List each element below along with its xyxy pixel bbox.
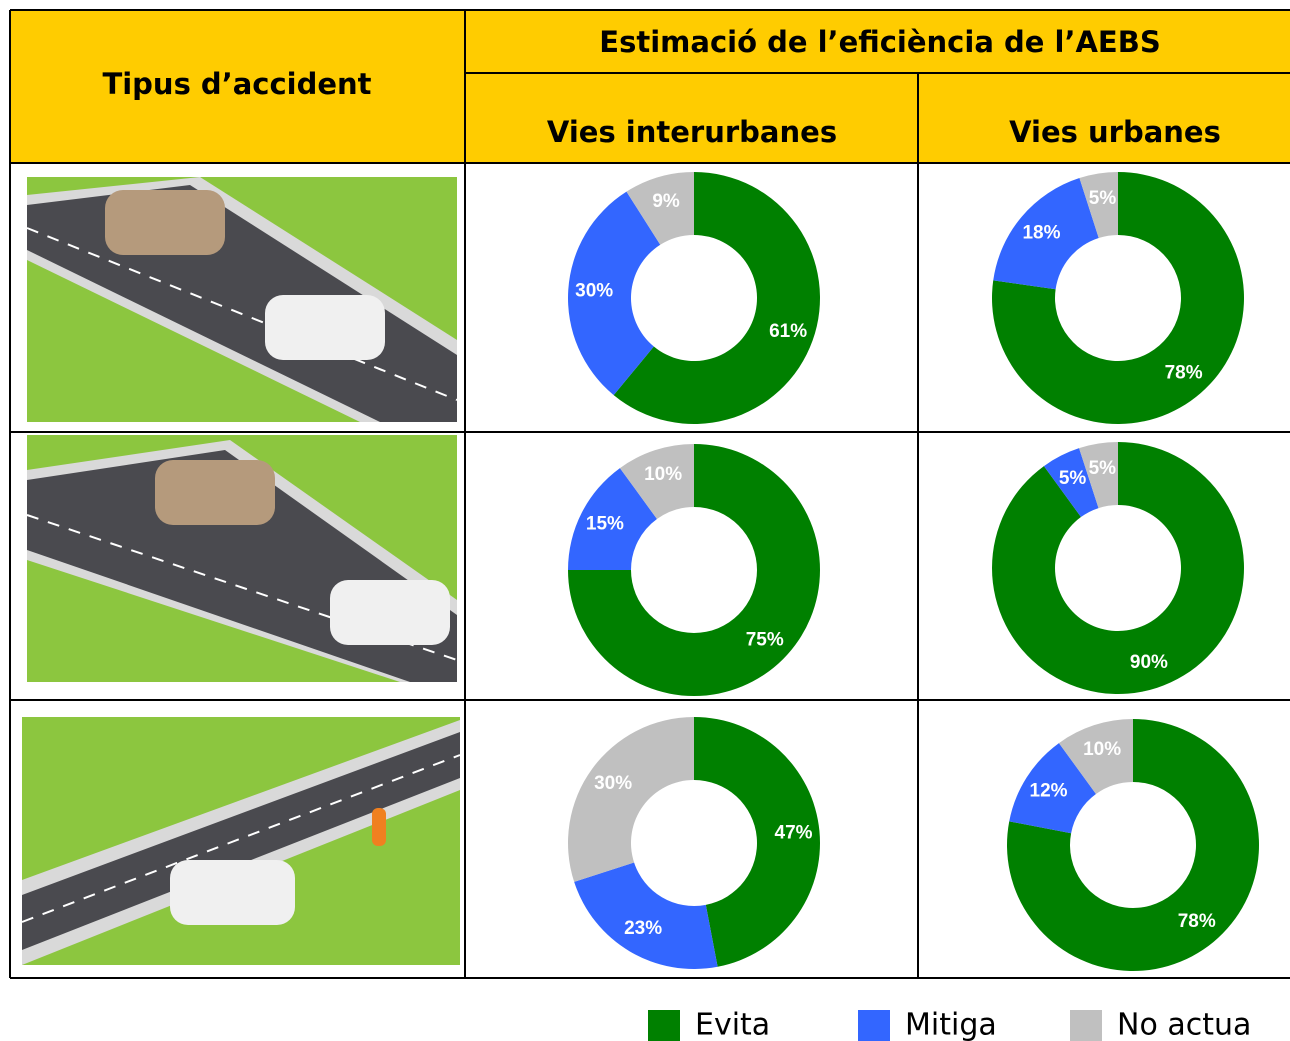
data-label: 23% <box>624 918 662 939</box>
header-accident: Tipus d’accident <box>102 67 371 101</box>
legend-swatch <box>1070 1010 1102 1041</box>
data-label: 9% <box>652 191 680 212</box>
data-label: 12% <box>1030 780 1068 801</box>
data-label: 30% <box>594 773 632 794</box>
donut-slice <box>574 862 717 969</box>
donut-slice <box>568 717 694 882</box>
data-label: 15% <box>586 514 624 535</box>
legend-swatch <box>858 1010 890 1041</box>
header-group: Estimació de l’eficiència de l’AEBS <box>599 25 1160 59</box>
scene-3 <box>22 717 460 965</box>
data-label: 75% <box>746 630 784 651</box>
data-label: 5% <box>1089 188 1117 209</box>
legend-label: Mitiga <box>905 1008 997 1041</box>
charts: 61%30%9%78%18%5%75%15%10%90%5%5%47%23%30… <box>568 172 1259 971</box>
data-label: 30% <box>575 281 613 302</box>
header-urban: Vies urbanes <box>1009 115 1221 149</box>
data-label: 61% <box>769 321 807 342</box>
header-interurban: Vies interurbanes <box>547 115 837 149</box>
data-label: 78% <box>1165 362 1203 383</box>
data-label: 90% <box>1130 652 1168 673</box>
data-label: 18% <box>1022 223 1060 244</box>
donut-slice <box>992 442 1244 694</box>
legend-label: Evita <box>695 1008 770 1041</box>
data-label: 5% <box>1089 458 1117 479</box>
data-label: 78% <box>1178 911 1216 932</box>
data-label: 10% <box>1083 739 1121 760</box>
data-label: 10% <box>644 464 682 485</box>
legend: Evita Mitiga No actua <box>648 1008 1251 1041</box>
scene-2 <box>27 435 457 682</box>
data-label: 5% <box>1059 468 1087 489</box>
header: Tipus d’accident Estimació de l’eficiènc… <box>10 10 1290 163</box>
legend-label: No actua <box>1117 1008 1251 1041</box>
page: Tipus d’accident Estimació de l’eficiènc… <box>0 0 1290 1041</box>
data-label: 47% <box>775 823 813 844</box>
legend-swatch <box>648 1010 680 1041</box>
scene-1 <box>27 177 457 422</box>
